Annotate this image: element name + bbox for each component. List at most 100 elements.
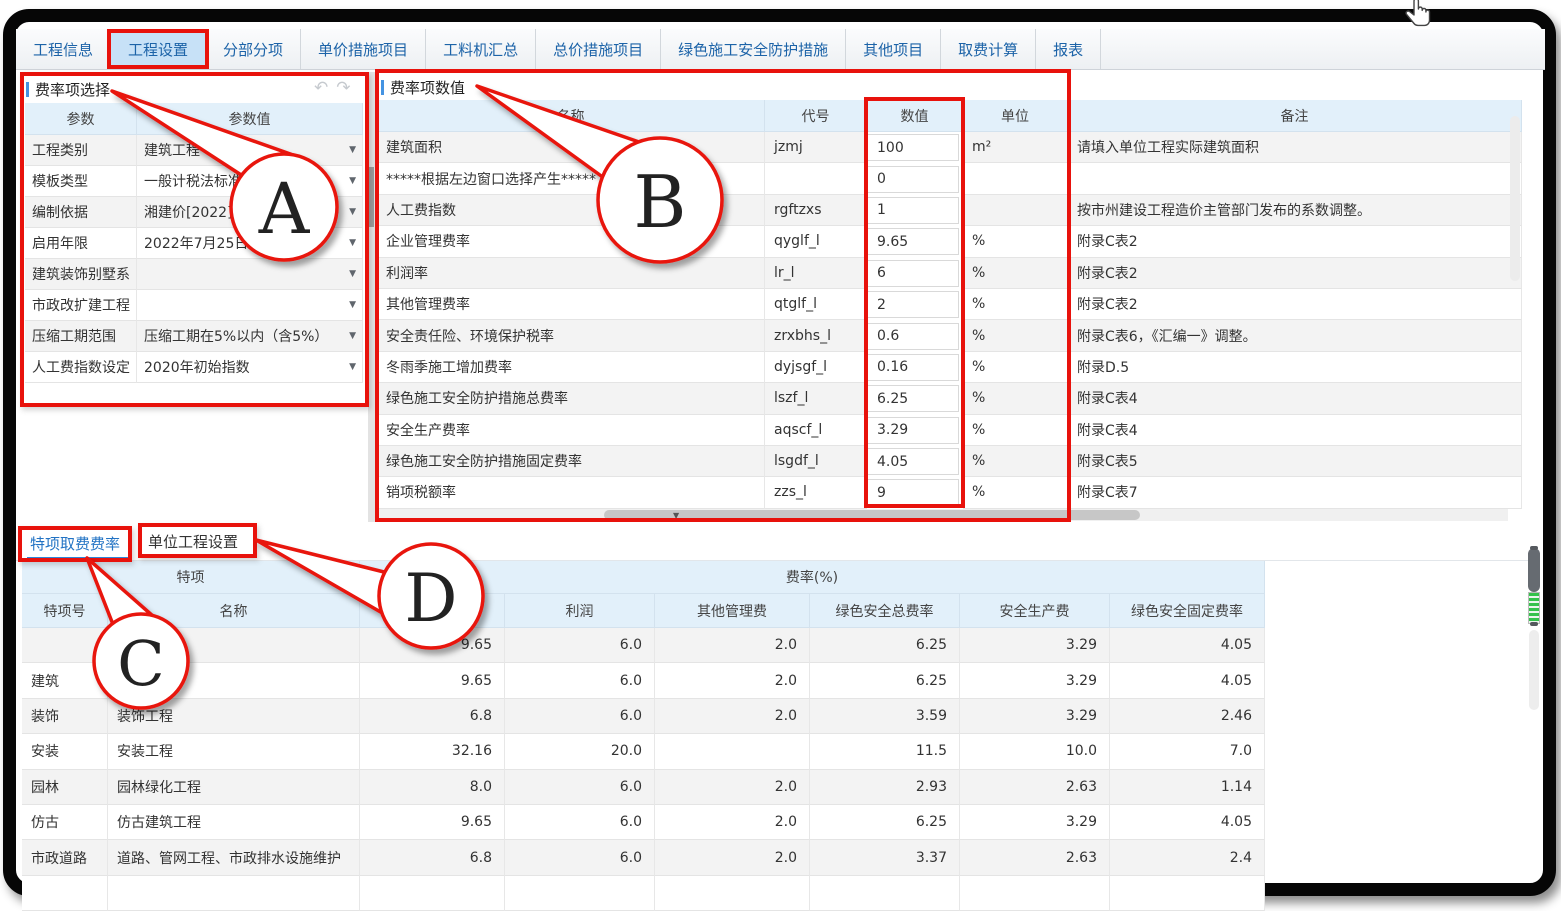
tab-7[interactable]: 绿色施工安全防护措施 xyxy=(661,29,847,69)
dropdown-arrow-icon[interactable]: ▼ xyxy=(349,300,356,310)
rate-cell[interactable]: 2.0 xyxy=(655,663,810,699)
right-lower-scrollbar-thumb[interactable] xyxy=(1529,630,1539,710)
rate-cell[interactable]: 9.65 xyxy=(360,663,505,699)
rate-cell[interactable]: 3.29 xyxy=(960,804,1110,841)
rate-cell[interactable]: 1.14 xyxy=(1110,769,1265,805)
rate-cell[interactable]: 20.0 xyxy=(505,734,655,770)
rate-cell[interactable]: 3.29 xyxy=(960,698,1110,735)
rate-value-input[interactable]: 9.65 xyxy=(867,228,959,256)
rate-cell[interactable]: 2.4 xyxy=(1110,840,1265,876)
rate-value-input[interactable]: 6 xyxy=(867,259,959,287)
rate-value-input[interactable]: 4.05 xyxy=(867,448,959,476)
rate-cell[interactable]: 2.0 xyxy=(655,769,810,805)
dropdown-arrow-icon[interactable]: ▼ xyxy=(349,207,356,217)
tab-1[interactable]: 工程信息 xyxy=(16,29,112,69)
dropdown-arrow-icon[interactable]: ▼ xyxy=(349,331,356,341)
tab-6[interactable]: 总价措施项目 xyxy=(536,29,662,69)
rate-cell[interactable]: 6.25 xyxy=(810,663,960,699)
rate-value-input[interactable]: 3.29 xyxy=(867,416,959,444)
rate-cell[interactable]: 9.65 xyxy=(360,628,505,664)
param-value-dropdown[interactable]: 湘建价[2022] ▼ xyxy=(137,197,363,228)
rate-cell[interactable]: 32.16 xyxy=(360,734,505,770)
param-value-dropdown[interactable]: 压缩工期在5%以内（含5%） ▼ xyxy=(137,321,363,352)
tab-10[interactable]: 报表 xyxy=(1036,29,1102,69)
undo-icon[interactable]: ↶ xyxy=(314,78,337,98)
rate-cell[interactable]: 9.65 xyxy=(360,804,505,841)
tab-9[interactable]: 取费计算 xyxy=(941,29,1037,69)
rate-cell[interactable]: 3.59 xyxy=(810,698,960,735)
redo-icon[interactable]: ↷ xyxy=(336,78,359,98)
param-value-dropdown[interactable]: ▼ xyxy=(137,290,363,321)
dropdown-arrow-icon[interactable]: ▼ xyxy=(349,145,356,155)
rate-cell[interactable] xyxy=(655,734,810,770)
horizontal-scrollbar[interactable]: ▼ xyxy=(377,509,1508,521)
rate-value-input[interactable]: 2 xyxy=(867,291,959,319)
splitter-thumb[interactable] xyxy=(369,167,374,227)
param-value-dropdown[interactable]: 建筑工程 ▼ xyxy=(137,135,363,166)
rate-value-input[interactable]: 0.6 xyxy=(867,322,959,350)
rate-cell[interactable]: 6.0 xyxy=(505,698,655,735)
rate-value-input[interactable]: 0 xyxy=(867,165,959,193)
rate-cell[interactable]: 2.0 xyxy=(655,840,810,876)
rate-cell[interactable]: 2.46 xyxy=(1110,698,1265,735)
rate-value-input[interactable]: 9 xyxy=(867,479,959,507)
dropdown-arrow-icon[interactable]: ▼ xyxy=(349,176,356,186)
special-name: 装饰工程 xyxy=(108,698,360,735)
tab-4[interactable]: 单价措施项目 xyxy=(301,29,427,69)
dropdown-arrow-icon[interactable]: ▼ xyxy=(349,269,356,279)
rate-cell[interactable]: 6.25 xyxy=(810,628,960,664)
rate-cell[interactable]: 6.0 xyxy=(505,804,655,841)
tab-3[interactable]: 分部分项 xyxy=(206,29,302,69)
rate-cell[interactable]: 2.63 xyxy=(960,769,1110,805)
rate-cell[interactable]: 4.05 xyxy=(1110,628,1265,664)
param-value-dropdown[interactable]: 2020年初始指数 ▼ xyxy=(137,352,363,383)
rate-cell[interactable]: 2.63 xyxy=(960,840,1110,876)
rate-cell[interactable]: 2.0 xyxy=(655,698,810,735)
rate-unit: % xyxy=(963,257,1068,289)
rate-value-input[interactable]: 100 xyxy=(867,134,959,162)
rate-cell[interactable]: 11.5 xyxy=(810,734,960,770)
tab-2[interactable]: 工程设置 xyxy=(107,29,210,69)
rate-cell[interactable]: 6.0 xyxy=(505,840,655,876)
param-value-dropdown[interactable]: 2022年7月25日 ▼ xyxy=(137,228,363,259)
horizontal-scrollbar-thumb[interactable] xyxy=(604,510,1140,520)
right-scrollbar[interactable] xyxy=(1528,546,1540,716)
rate-cell[interactable]: 6.0 xyxy=(505,663,655,699)
rate-cell[interactable]: 3.37 xyxy=(810,840,960,876)
tab-8[interactable]: 其他项目 xyxy=(846,29,942,69)
rate-cell[interactable]: 6.8 xyxy=(360,698,505,735)
rate-cell[interactable]: 3.29 xyxy=(960,628,1110,664)
special-no: 市政道路 xyxy=(22,840,108,876)
bottom-col-header-2: 名称 xyxy=(108,594,360,628)
right-scrollbar-thumb[interactable] xyxy=(1528,548,1540,592)
special-no xyxy=(22,628,108,664)
rate-cell[interactable]: 8.0 xyxy=(360,769,505,805)
rate-cell[interactable]: 4.05 xyxy=(1110,663,1265,699)
rate-cell[interactable]: 2.0 xyxy=(655,628,810,664)
remark-scrollbar-thumb[interactable] xyxy=(1510,116,1520,281)
rate-cell[interactable]: 7.0 xyxy=(1110,734,1265,770)
rate-unit: % xyxy=(963,445,1068,478)
rate-cell[interactable]: 6.8 xyxy=(360,840,505,876)
dropdown-arrow-icon[interactable]: ▼ xyxy=(349,362,356,372)
rate-value-input[interactable]: 0.16 xyxy=(867,353,959,381)
rate-cell[interactable]: 6.25 xyxy=(810,804,960,841)
tab-special-rate[interactable]: 特项取费费率 xyxy=(27,533,128,560)
rate-name: 建筑面积 xyxy=(377,132,765,164)
rate-cell[interactable]: 2.0 xyxy=(655,804,810,841)
rate-cell[interactable]: 4.05 xyxy=(1110,804,1265,841)
rate-cell[interactable]: 6.0 xyxy=(505,628,655,664)
rate-cell[interactable]: 6.0 xyxy=(505,769,655,805)
dropdown-arrow-icon[interactable]: ▼ xyxy=(349,238,356,248)
rate-cell[interactable]: 3.29 xyxy=(960,663,1110,699)
param-value-dropdown[interactable]: 一般计税法标准模板 ▼ xyxy=(137,166,363,197)
rate-value-input[interactable]: 1 xyxy=(867,196,959,224)
rate-value-input[interactable]: 6.25 xyxy=(867,385,959,413)
param-value-dropdown[interactable]: ▼ xyxy=(137,259,363,290)
rate-cell[interactable]: 10.0 xyxy=(960,734,1110,770)
rate-cell[interactable]: 2.93 xyxy=(810,769,960,805)
tab-unit-project-settings[interactable]: 单位工程设置 xyxy=(148,531,238,552)
rate-unit xyxy=(963,194,1068,227)
panel-splitter[interactable] xyxy=(368,72,375,522)
tab-5[interactable]: 工料机汇总 xyxy=(426,29,537,69)
